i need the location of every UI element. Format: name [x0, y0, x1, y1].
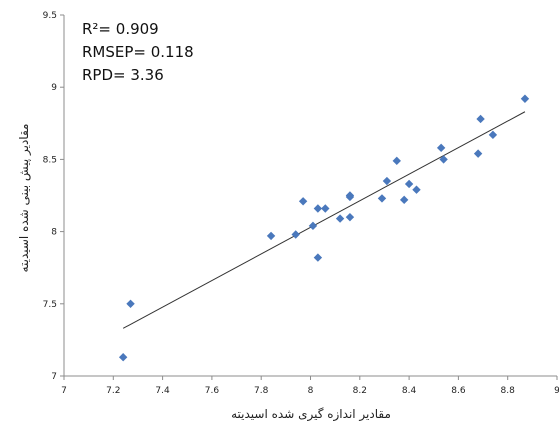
stats-annotation: R²= 0.909 RMSEP= 0.118 RPD= 3.36	[82, 20, 194, 84]
y-tick-label: 8.5	[43, 155, 57, 165]
data-point	[488, 130, 498, 140]
y-tick-label: 7.5	[43, 300, 57, 310]
data-point	[412, 185, 421, 194]
x-axis-ticks: 7 7.2 7.4 7.6 7.8 8 8.2 8.4 8.6 8.8 9	[61, 376, 559, 396]
x-tick-label: 7.6	[205, 386, 220, 396]
data-point	[345, 212, 355, 222]
y-axis-ticks: 7 7.5 8 8.5 9 9.5	[43, 11, 64, 382]
rpd-label: RPD= 3.36	[82, 66, 164, 84]
rmsep-label: RMSEP= 0.118	[82, 43, 194, 61]
x-tick-label: 7.2	[106, 386, 120, 396]
x-tick-label: 8.2	[353, 386, 367, 396]
x-tick-label: 8	[308, 386, 314, 396]
x-axis-title: مقادیر اندازه گیری شده اسیدیته	[231, 407, 391, 422]
x-tick-label: 7	[61, 386, 67, 396]
data-point	[345, 191, 355, 200]
y-tick-label: 9.5	[43, 11, 57, 21]
data-points	[118, 94, 530, 362]
x-tick-label: 8.6	[451, 386, 466, 396]
data-point	[439, 155, 448, 164]
y-tick-label: 7	[51, 372, 57, 382]
data-point	[321, 204, 330, 213]
data-point	[392, 156, 401, 166]
data-point	[382, 176, 392, 186]
data-point	[404, 179, 414, 189]
trendline	[122, 111, 526, 329]
r-squared-label: R²= 0.909	[82, 20, 159, 38]
data-point	[335, 214, 345, 223]
data-point	[520, 94, 530, 103]
data-point	[118, 353, 128, 362]
data-point	[126, 299, 135, 308]
x-tick-label: 8.4	[402, 386, 417, 396]
data-point	[291, 230, 300, 239]
data-point	[377, 194, 387, 203]
data-point	[473, 149, 483, 158]
data-point	[298, 197, 308, 206]
data-point	[476, 114, 485, 124]
data-point	[308, 221, 318, 231]
y-tick-label: 8	[51, 228, 57, 238]
data-point	[313, 253, 323, 262]
y-axis-title: مقادیر پیش بینی شده اسیدیته	[17, 124, 32, 273]
data-point	[436, 143, 446, 153]
x-tick-label: 7.4	[155, 386, 170, 396]
y-tick-label: 9	[51, 83, 57, 93]
x-tick-label: 8.8	[501, 386, 516, 396]
data-point	[399, 195, 409, 205]
x-tick-label: 9	[554, 386, 559, 396]
data-point	[266, 231, 276, 241]
data-point	[313, 204, 323, 213]
x-tick-label: 7.8	[254, 386, 269, 396]
